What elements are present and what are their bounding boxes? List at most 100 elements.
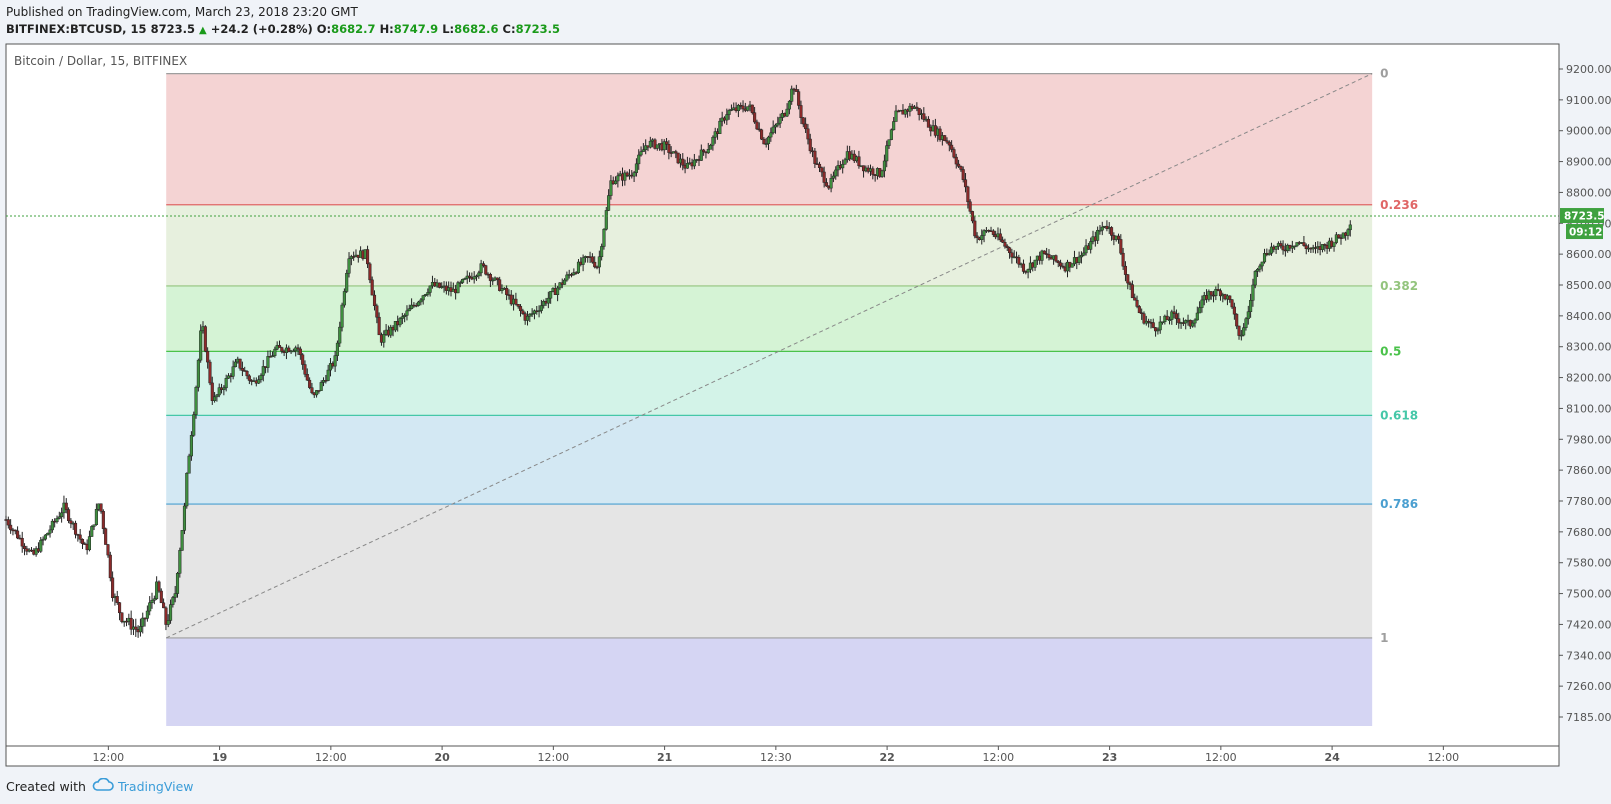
candle-body <box>1337 234 1341 238</box>
candle-body <box>199 330 203 361</box>
last-price-badge-text: 8723.5 <box>1564 211 1605 223</box>
candle-body <box>806 128 810 140</box>
candle-body <box>20 537 24 547</box>
candle-body <box>1135 299 1139 307</box>
countdown-text: 09:12 <box>1569 227 1602 239</box>
symbol-text: BITFINEX:BTCUSD, 15 <box>6 22 147 36</box>
candle-body <box>1170 311 1174 320</box>
candle-body <box>67 509 71 522</box>
candle-body <box>111 577 115 599</box>
candle-body <box>162 602 166 609</box>
tradingview-link[interactable]: TradingView <box>117 779 194 794</box>
candle-body <box>159 590 163 604</box>
candle-body <box>305 374 309 381</box>
candle-body <box>1258 265 1262 270</box>
candle-body <box>1160 321 1165 323</box>
candle-body <box>952 149 956 158</box>
fib-trend-line[interactable] <box>165 73 1373 639</box>
candle-body <box>973 220 977 237</box>
candle-body <box>1302 242 1306 246</box>
candle-body <box>1281 245 1285 251</box>
candle-body <box>208 361 212 384</box>
candle-body <box>287 347 291 352</box>
candle-body <box>206 351 210 363</box>
candle-body <box>43 534 47 540</box>
candle-body <box>653 139 657 149</box>
candle-body <box>217 387 221 396</box>
candle-body <box>150 599 154 603</box>
candle-body <box>590 256 594 263</box>
candle-body <box>171 597 175 605</box>
candle-body <box>389 326 393 336</box>
candle-body <box>467 275 472 278</box>
candle-body <box>746 106 750 111</box>
candle-body <box>1269 246 1274 254</box>
candle-body <box>1251 284 1255 301</box>
candle-body <box>203 326 207 352</box>
candle-body <box>922 113 926 120</box>
candle-body <box>1001 239 1005 243</box>
fib-level-label: 0.618 <box>1380 408 1418 422</box>
candle-body <box>1142 313 1146 324</box>
candle-body <box>961 169 965 180</box>
time-tick-label: 12:00 <box>982 751 1014 764</box>
candle-body <box>479 263 483 274</box>
candle-body <box>903 109 907 115</box>
candle-body <box>623 172 627 181</box>
up-arrow-icon: ▲ <box>198 25 207 36</box>
candle-body <box>537 310 541 312</box>
price-tick-label: 7185.00 <box>1566 711 1611 724</box>
candle-body <box>166 620 170 625</box>
candle-body <box>403 315 407 317</box>
footer: Created with TradingView <box>6 777 194 794</box>
candle-body <box>458 282 462 284</box>
candle-body <box>676 152 680 164</box>
price-tick-label: 7340.00 <box>1566 649 1611 662</box>
candle-body <box>87 536 91 551</box>
candle-body <box>1320 244 1325 250</box>
candle-body <box>1348 224 1352 231</box>
candle-body <box>463 278 467 280</box>
candle-body <box>954 156 958 165</box>
candle-body <box>437 282 441 288</box>
candle-body <box>1244 318 1248 328</box>
candle-body <box>702 149 706 153</box>
candle-body <box>495 277 499 280</box>
candle-body <box>1177 318 1181 324</box>
time-tick-label: 24 <box>1324 751 1340 764</box>
candle-body <box>1249 300 1253 312</box>
candle-body <box>1010 252 1014 258</box>
candle-body <box>129 617 133 630</box>
time-axis[interactable]: 12:00 19 12:00 20 12:00 21 12:30 22 12:00 23 12:00… <box>92 746 1459 764</box>
fibonacci-retracement[interactable]: 0 0.236 0.382 0.5 0.618 0.786 1 <box>165 67 1418 726</box>
candle-body <box>352 256 356 258</box>
candle-body <box>382 334 386 343</box>
candle-body <box>959 166 963 170</box>
candle-body <box>843 159 847 165</box>
candle-body <box>164 607 168 625</box>
time-tick-label: 22 <box>879 751 894 764</box>
candle-body <box>39 539 43 552</box>
candle-body <box>99 503 103 512</box>
fib-level-label: 1 <box>1380 631 1388 645</box>
candle-body <box>1334 234 1338 243</box>
open-value: 8682.7 <box>331 22 376 36</box>
candle-body <box>664 141 669 145</box>
candle-body <box>532 310 536 314</box>
candle-body <box>187 455 191 474</box>
candle-body <box>514 298 518 305</box>
candle-body <box>80 539 85 544</box>
candle-body <box>120 612 124 622</box>
price-axis[interactable]: 9200.009100.009000.008900.008800.008700.… <box>1559 63 1611 724</box>
candle-body <box>808 138 812 152</box>
candle-body <box>778 117 782 124</box>
fib-level-label: 0.236 <box>1380 198 1418 212</box>
candle-body <box>92 524 96 527</box>
candle-body <box>736 104 740 111</box>
candle-body <box>366 249 370 265</box>
candle-body <box>1008 247 1012 254</box>
published-text: Published on TradingView.com, March 23, … <box>6 5 358 19</box>
candle-body <box>681 158 685 166</box>
candle-body <box>301 354 305 365</box>
